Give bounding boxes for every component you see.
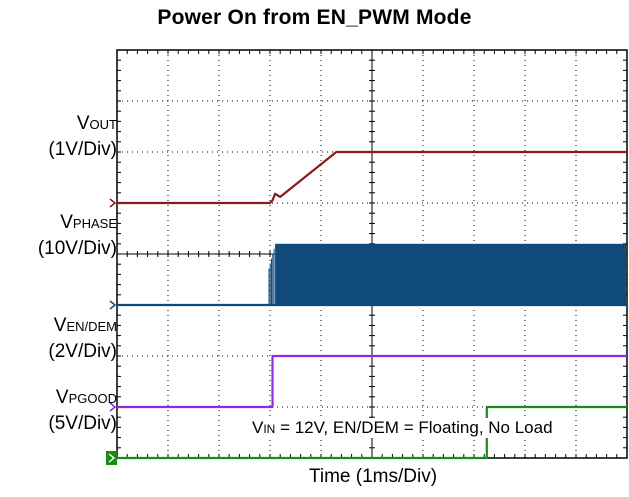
vout-label-main: V [76,113,90,134]
ven-label: VEN/DEM (2V/Div) [48,313,117,364]
ground-marker-group [106,198,117,465]
vphase-switching-band [275,243,626,305]
annotation-prefix: V [252,418,264,437]
vphase-scale: (10V/Div) [37,238,117,259]
ven-label-sub: EN/DEM [66,319,117,334]
vout-trace [117,150,627,205]
vphase-ground-marker [109,300,117,310]
vphase-label-main: V [60,212,73,233]
test-conditions-annotation: VIN = 12V, EN/DEM = Floating, No Load [250,418,555,438]
vout-label: VOUT (1V/Div) [48,111,117,162]
vout-ground-marker [109,198,117,208]
vpgood-ground-marker-arrow [108,453,116,463]
vphase-label-sub: PHASE [72,216,117,231]
vphase-label: VPHASE (10V/Div) [38,210,117,261]
vpgood-label: VPGOOD (5V/Div) [48,385,117,436]
vpgood-ground-marker [106,451,117,465]
vpgood-label-main: V [55,387,69,408]
vout-scale: (1V/Div) [48,139,117,160]
ven-scale: (2V/Div) [48,341,117,362]
vpgood-label-sub: PGOOD [68,391,117,406]
chart-title: Power On from EN_PWM Mode [157,6,472,29]
ven-trace [117,354,627,409]
x-axis-label: Time (1ms/Div) [308,466,438,487]
annotation-sub: IN [263,422,276,436]
annotation-text: = 12V, EN/DEM = Floating, No Load [275,418,553,437]
ven-label-main: V [53,315,67,336]
vpgood-scale: (5V/Div) [48,413,117,434]
vout-label-sub: OUT [89,117,117,132]
ven-ground-marker [109,402,117,412]
